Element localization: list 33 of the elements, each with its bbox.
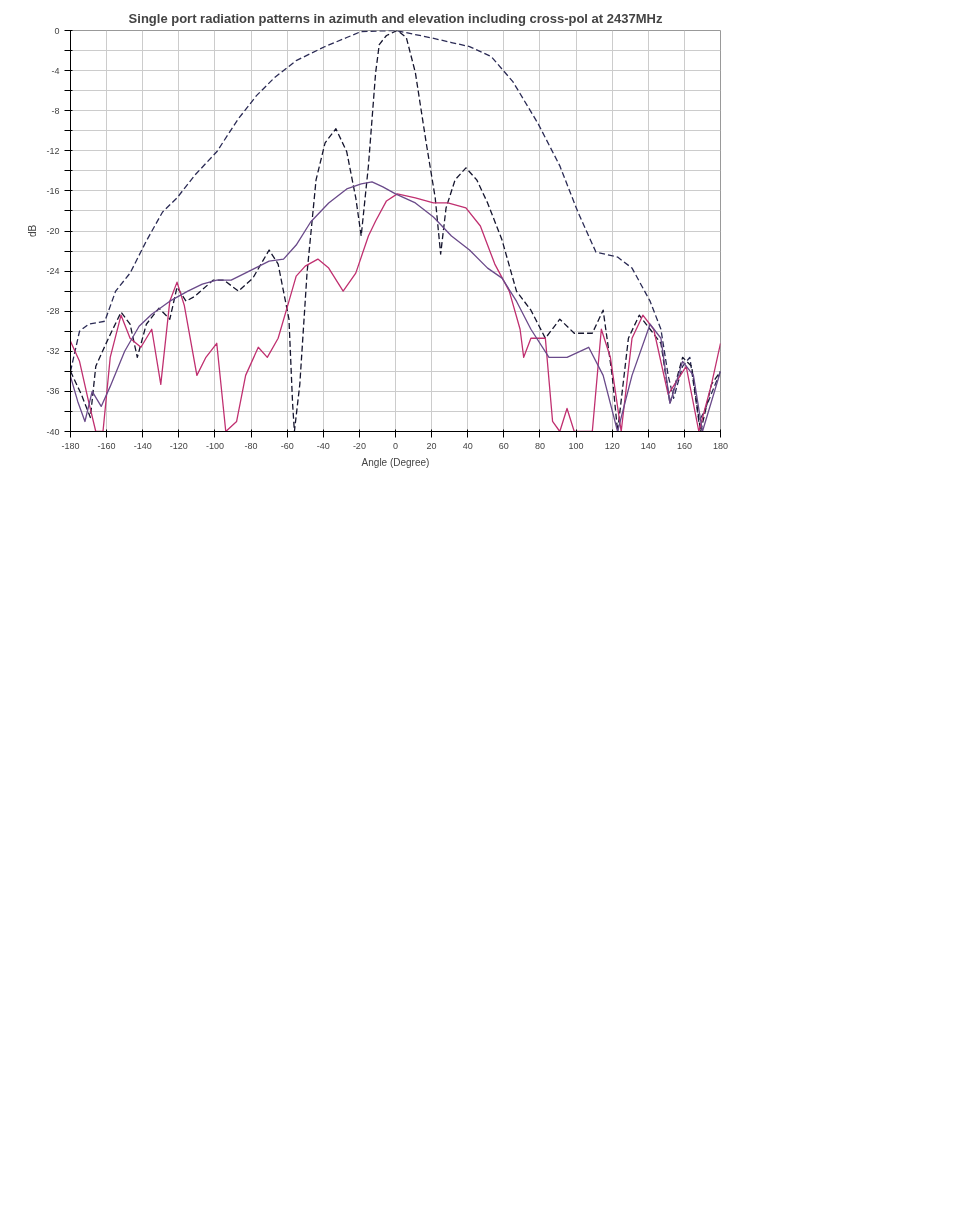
y-tick-label: -36: [46, 386, 60, 397]
y-tick-label: -32: [46, 346, 60, 357]
x-tick-label: -120: [169, 440, 188, 451]
x-tick-label: -60: [280, 440, 294, 451]
x-tick-label: 80: [534, 440, 545, 451]
y-tick-label: -12: [46, 145, 60, 156]
x-tick-label: 120: [604, 440, 620, 451]
x-tick-label: -20: [352, 440, 366, 451]
x-tick-label: -140: [133, 440, 152, 451]
chart-title: Single port radiation patterns in azimuth and elevation including cross-pol at 2437MHz: [128, 10, 663, 26]
y-tick-label: -24: [46, 266, 60, 277]
x-tick-label: 160: [676, 440, 692, 451]
x-tick-label: 40: [462, 440, 473, 451]
x-tick-label: 20: [426, 440, 437, 451]
x-tick-label: -160: [97, 440, 116, 451]
x-tick-label: 180: [712, 440, 729, 451]
y-tick-label: 0: [54, 25, 60, 36]
x-tick-label: -40: [316, 440, 330, 451]
x-tick-label: 60: [498, 440, 509, 451]
y-tick-label: -28: [46, 306, 60, 317]
y-tick-label: -40: [46, 426, 60, 437]
y-axis-title: dB: [27, 224, 39, 238]
y-tick-label: -4: [51, 65, 60, 76]
y-tick-label: -20: [46, 226, 60, 236]
y-tick-label: -8: [51, 105, 60, 116]
x-axis-title: Angle (Degree): [361, 456, 430, 468]
x-tick-label: 100: [568, 440, 584, 451]
x-tick-label: -100: [205, 440, 224, 451]
x-tick-label: 0: [393, 440, 399, 451]
x-tick-label: -180: [61, 440, 80, 451]
x-tick-label: -80: [244, 440, 258, 451]
y-tick-label: -16: [46, 185, 60, 196]
x-tick-label: 140: [640, 440, 656, 451]
